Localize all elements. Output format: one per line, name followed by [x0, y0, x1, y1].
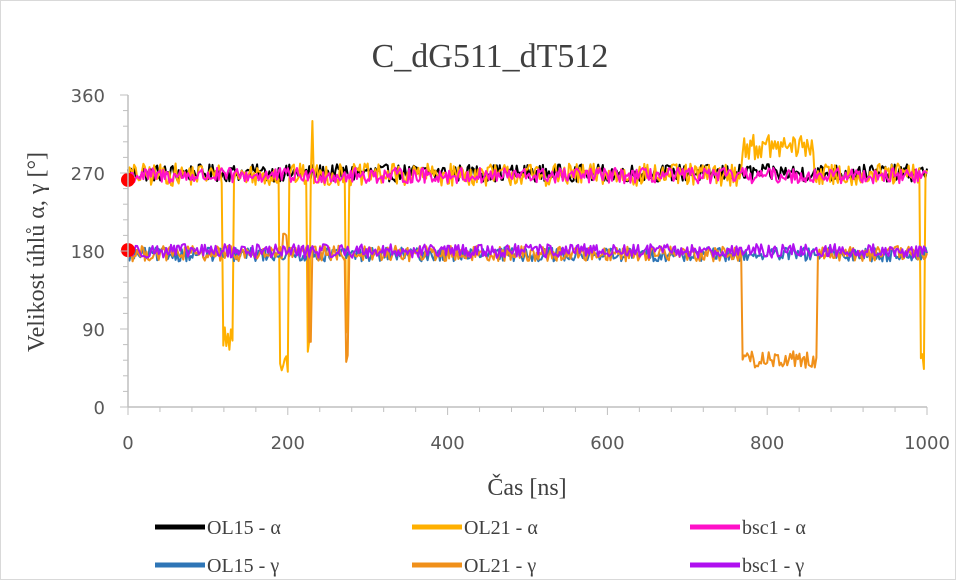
legend-label: OL15 - α — [207, 517, 281, 539]
legend-label: OL21 - γ — [464, 555, 536, 577]
legend: OL15 - α OL21 - α bsc1 - α OL15 - γ OL21 - γ… — [155, 517, 806, 577]
chart-title: C_dG511_dT512 — [372, 38, 609, 75]
x-tick-label: 600 — [590, 433, 624, 454]
series-line-2 — [127, 166, 928, 185]
x-tick-label: 400 — [430, 433, 464, 454]
legend-label: OL15 - γ — [207, 555, 279, 577]
legend-label: bsc1 - α — [742, 517, 806, 539]
axes: 0 200 400 600 800 1000 0 90 180 270 360 — [71, 86, 950, 454]
y-tick-label: 360 — [71, 86, 105, 107]
y-tick-label: 180 — [71, 242, 105, 263]
x-axis-title: Čas [ns] — [487, 474, 566, 501]
legend-label: bsc1 - γ — [742, 555, 804, 577]
x-tick-label: 0 — [122, 433, 133, 454]
y-tick-label: 270 — [71, 164, 105, 185]
x-tick-label: 800 — [750, 433, 784, 454]
plot-area — [121, 120, 928, 373]
y-tick-label: 0 — [94, 398, 105, 419]
x-tick-label: 200 — [271, 433, 305, 454]
y-axis-title: Velikost úhlů α, γ [°] — [24, 152, 50, 352]
x-tick-label: 1000 — [904, 433, 950, 454]
legend-label: OL21 - α — [464, 517, 538, 539]
series-line-5 — [127, 243, 928, 259]
y-tick-label: 90 — [82, 320, 105, 341]
